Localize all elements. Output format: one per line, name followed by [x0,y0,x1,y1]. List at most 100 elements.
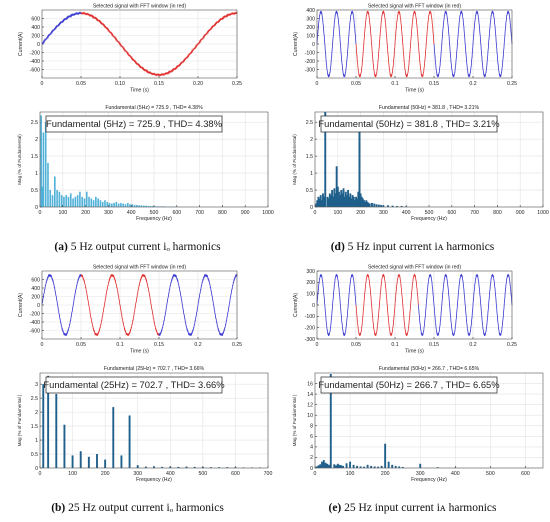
fft-a-bar [42,132,45,207]
fft-a-bar [108,202,111,207]
fft-d-bar [337,191,340,207]
wave-d-ytick-label: -200 [305,59,315,65]
fft-e-bar [328,464,330,468]
fft-e-bar [336,463,339,468]
fft-a-bar [131,204,134,207]
fft-e-annotation-text: Fundamental (50Hz) = 266.7 , THD= 6.65% [318,379,499,390]
fft-d-bar [327,198,330,207]
fft-a-bar [67,196,70,207]
fft-d-bar [368,203,371,207]
fft-b-bar [201,466,204,468]
fft-d-bar [359,193,362,207]
wave-e-title: Selected signal with FFT window (in red) [368,265,462,271]
fft-b-bar [42,384,45,468]
fft-d-bar [334,193,337,207]
fft-e-bar [373,466,376,468]
fft-d-annotation-text: Fundamental (50Hz) = 381.8 , THD= 3.21% [318,118,499,129]
fft-a-bar [97,198,99,207]
fft-a-ytick-label: 2 [35,137,38,143]
fft-a-bar [120,202,122,207]
wave-d-ylabel: Current(A) [293,32,299,56]
caption-d: (d) 5 Hz input current iᴀ harmonics [275,241,550,253]
caption-a-label: (a) [54,241,68,253]
fft-a-bar [152,205,154,207]
fft-a-bar [124,204,127,207]
fft-a-bar [88,196,90,207]
caption-a: (a) 5 Hz output current iₒ harmonics [0,241,275,253]
fft-b-bar [144,466,147,468]
fft-a-bar [156,206,159,207]
fft-d-bar [364,201,367,207]
fft-b-bar [226,467,229,468]
fft-b-bar [136,465,139,468]
fft-d-annotation-box [320,115,498,133]
wave-a-ytick-label: -400 [30,59,40,65]
fft-d-bar [360,196,363,207]
fft-d-bar [318,198,321,207]
fft-e-ytick-label: 4 [310,445,313,451]
wave-a-title: Selected signal with FFT window (in red) [93,4,187,10]
fft-b-bar [177,466,180,468]
fft-a-ytick-label: 1 [35,171,38,177]
fft-b-ytick-label: 1 [35,438,38,444]
fft-e-ytick-label: 16 [307,381,313,387]
fft-b-xtick-label: 100 [68,471,77,477]
wave-a-xtick-label: 0.05 [76,81,86,87]
wave-b-ytick-label: -600 [30,328,40,334]
wave-b-ytick-label: -200 [30,311,40,317]
fft-a-bar [51,195,54,208]
fft-e-bar [345,463,348,468]
caption-b: (b) 25 Hz output current iₒ harmonics [0,502,275,514]
fft-a-bar [101,201,104,207]
fft-e-ytick-label: 12 [307,402,313,408]
panel-d-svg: 0 0.05 0.1 0.15 0.2 0.25-300-200-100010020030… [292,4,549,223]
fft-d-xtick-label: 800 [493,210,502,216]
fft-e-ytick-label: 0 [310,466,313,472]
fft-d-bar [341,193,344,207]
fft-a-xtick-label: 600 [172,210,181,216]
fft-a-xtick-label: 0 [39,210,42,216]
fft-b-bar [218,467,221,468]
fft-d-bar [375,204,378,207]
wave-a-xtick-label: 0.25 [232,81,242,87]
fft-a-bar [56,190,58,207]
wave-d-ytick-label: 200 [306,25,315,31]
panel-e: 0 0.05 0.1 0.15 0.2 0.25 -300 -200 -100 0 100 200 30… [275,261,550,522]
fft-a-ytick-label: 0.5 [31,188,38,194]
wave-e-xtick-label: 0.1 [391,342,398,348]
fft-e-bar [377,466,380,468]
fft-a-bar [111,203,113,207]
wave-d-xtick-label: 0.05 [351,81,361,87]
fft-b-bar [128,415,131,468]
fft-d-bar [333,188,336,207]
fft-d-frame [314,111,544,208]
fft-a-xtick-label: 100 [58,210,67,216]
fft-a-bar [163,206,166,207]
fft-e-bar [384,443,387,468]
fft-e-bar [321,461,323,468]
wave-d-xtick-label: 0.25 [507,81,517,87]
fft-a-bar [149,205,152,207]
wave-e-ytick-label: -300 [305,337,315,343]
fft-d-bar [353,200,356,207]
fft-d-bar [366,201,369,207]
fft-e-bar [326,463,329,468]
wave-b-ytick-label: -400 [30,320,40,326]
panel-a: 0 0.05 0.10 0.15 0.20 0.25 -600 -400 -200 0 200 400… [0,0,275,261]
fft-b-xlabel: Frequency (Hz) [136,477,172,483]
fft-e-bar [342,465,345,468]
fft-d-ylabel: Mag (% of Fundamental) [292,134,297,185]
fft-b-xtick-label: 300 [133,471,142,477]
wave-a-ytick-label: -200 [30,50,40,56]
fft-a-bar [83,198,86,207]
fft-e-bar [398,466,401,468]
fft-e-bar [319,464,322,468]
fft-d-bar [330,195,332,208]
fft-a-xtick-label: 900 [241,210,250,216]
fft-a-bar [44,122,47,207]
fft-e-bar [340,465,343,468]
fft-e-bar [401,466,404,468]
fft-b-bar [79,451,82,468]
fft-a-bar [85,191,88,207]
panel-e-svg: 0 0.05 0.1 0.15 0.2 0.25-300-200-100010020030… [292,265,544,483]
